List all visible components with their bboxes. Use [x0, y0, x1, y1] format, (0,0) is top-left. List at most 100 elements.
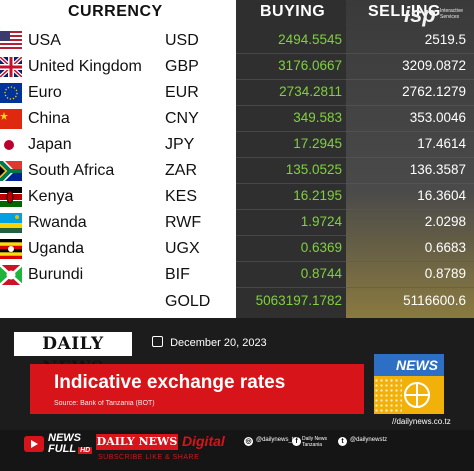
instagram-text: @dailynews_tz	[256, 437, 297, 443]
buying-rate: 0.8744	[300, 266, 342, 281]
selling-rate: 5116600.6	[403, 293, 466, 308]
country-name: Kenya	[28, 188, 74, 205]
exchange-rate-table: CURRENCY BUYING SELLING isp Interactive …	[0, 0, 474, 318]
selling-rate: 2762.1279	[402, 84, 466, 99]
selling-rate: 136.3587	[409, 162, 466, 177]
newsfull-line2: FULL	[48, 443, 77, 455]
country-name: USA	[28, 32, 61, 49]
buying-rate: 1.9724	[300, 214, 342, 229]
isp-logo: isp Interactive Services	[402, 2, 472, 32]
news-banner-section: DAILY NEWS December 20, 2023 Indicative …	[0, 318, 474, 471]
rwanda-flag-icon	[0, 213, 22, 233]
selling-header: SELLING	[368, 3, 441, 20]
rate-row-ugx: Uganda UGX 0.6369 0.6683	[0, 236, 474, 262]
row-divider	[236, 209, 474, 210]
row-divider	[236, 105, 474, 106]
usa-flag-icon	[0, 31, 22, 51]
twitter-icon: t	[338, 437, 347, 446]
country-name: Euro	[28, 84, 62, 101]
rate-row-jpy: Japan JPY 17.2945 17.4614	[0, 132, 474, 158]
country-name: United Kingdom	[28, 58, 142, 75]
footer-daily-news-logo: DAILY NEWS	[96, 434, 178, 450]
japan-flag-icon	[0, 135, 22, 155]
daily-news-logo: DAILY NEWS	[14, 332, 132, 378]
youtube-icon[interactable]	[24, 436, 44, 452]
headline-source: Source: Bank of Tanzania (BOT)	[54, 400, 155, 407]
currency-code: RWF	[165, 214, 202, 231]
buying-rate: 16.2195	[293, 188, 342, 203]
country-name: South Africa	[28, 162, 115, 179]
selling-rate: 2.0298	[424, 214, 466, 229]
row-divider	[236, 235, 474, 236]
country-name: Japan	[28, 136, 72, 153]
currency-code: JPY	[165, 136, 195, 153]
twitter-text: @dailynewstz	[350, 437, 388, 443]
selling-rate: 17.4614	[417, 136, 466, 151]
rate-row-eur: Euro EUR 2734.2811 2762.1279	[0, 80, 474, 106]
currency-code: USD	[165, 32, 199, 49]
currency-code: ZAR	[165, 162, 197, 179]
row-divider	[236, 79, 474, 80]
rate-row-rwf: Rwanda RWF 1.9724 2.0298	[0, 210, 474, 236]
buying-rate: 5063197.1782	[255, 293, 342, 308]
kenya-flag-icon	[0, 187, 22, 207]
date-text: December 20, 2023	[170, 337, 267, 349]
uk-flag-icon	[0, 57, 22, 77]
rate-row-bif: Burundi BIF 0.8744 0.8789	[0, 262, 474, 288]
row-divider	[236, 261, 474, 262]
row-divider	[236, 183, 474, 184]
dots-pattern	[374, 378, 402, 414]
china-flag-icon	[0, 109, 22, 129]
rate-row-usd: USA USD 2494.5545 2519.5	[0, 28, 474, 54]
currency-header: CURRENCY	[68, 3, 163, 20]
facebook-handle[interactable]: f	[292, 437, 304, 446]
footer-bar: NEWS FULL HD DAILY NEWS Digital SUBSCRIBE…	[0, 430, 474, 471]
buying-rate: 3176.0667	[278, 58, 342, 73]
eu-flag-icon	[0, 83, 22, 103]
headline-title: Indicative exchange rates	[54, 372, 286, 393]
instagram-icon: ◎	[244, 437, 253, 446]
row-divider	[236, 287, 474, 288]
buying-rate: 0.6369	[300, 240, 342, 255]
rate-row-zar: South Africa ZAR 135.0525 136.3587	[0, 158, 474, 184]
country-name: China	[28, 110, 70, 127]
row-divider	[236, 131, 474, 132]
isp-logo-text: isp	[404, 2, 436, 27]
twitter-handle[interactable]: t @dailynewstz	[338, 437, 387, 446]
selling-rate: 2519.5	[424, 32, 466, 47]
selling-rate: 3209.0872	[402, 58, 466, 73]
row-divider	[236, 157, 474, 158]
digital-label: Digital	[182, 433, 225, 449]
instagram-handle[interactable]: ◎ @dailynews_tz	[244, 437, 296, 446]
country-name: Rwanda	[28, 214, 87, 231]
currency-code: GBP	[165, 58, 199, 75]
currency-code: GOLD	[165, 293, 211, 310]
currency-code: UGX	[165, 240, 200, 257]
country-name: Burundi	[28, 266, 84, 283]
rate-row-kes: Kenya KES 16.2195 16.3604	[0, 184, 474, 210]
row-divider	[236, 53, 474, 54]
buying-rate: 135.0525	[285, 162, 342, 177]
country-name: Uganda	[28, 240, 85, 257]
newsfull-line1: NEWS	[48, 432, 81, 444]
news-full-hd-logo: NEWS FULL HD	[48, 432, 93, 456]
publish-date: December 20, 2023	[152, 336, 267, 349]
currency-code: BIF	[165, 266, 190, 283]
headline-banner: Indicative exchange rates Source: Bank o…	[30, 364, 364, 414]
buying-rate: 17.2945	[293, 136, 342, 151]
buying-rate: 349.583	[293, 110, 342, 125]
news-logo-card: NEWS	[374, 354, 444, 414]
subscribe-text: SUBSCRIBE LIKE & SHARE	[98, 454, 200, 461]
currency-code: KES	[165, 188, 198, 205]
rate-row-gbp: United Kingdom GBP 3176.0667 3209.0872	[0, 54, 474, 80]
selling-rate: 0.8789	[424, 266, 466, 281]
burundi-flag-icon	[0, 265, 22, 285]
rate-row-cny: China CNY 349.583 353.0046	[0, 106, 474, 132]
website-url[interactable]: //dailynews.co.tz	[392, 417, 451, 426]
facebook-text: Daily News Tanzania	[302, 436, 328, 448]
selling-rate: 353.0046	[409, 110, 466, 125]
globe-icon	[404, 382, 430, 408]
isp-logo-caption: Interactive Services	[440, 8, 464, 20]
news-label: NEWS	[374, 354, 444, 376]
buying-header: BUYING	[260, 3, 326, 20]
